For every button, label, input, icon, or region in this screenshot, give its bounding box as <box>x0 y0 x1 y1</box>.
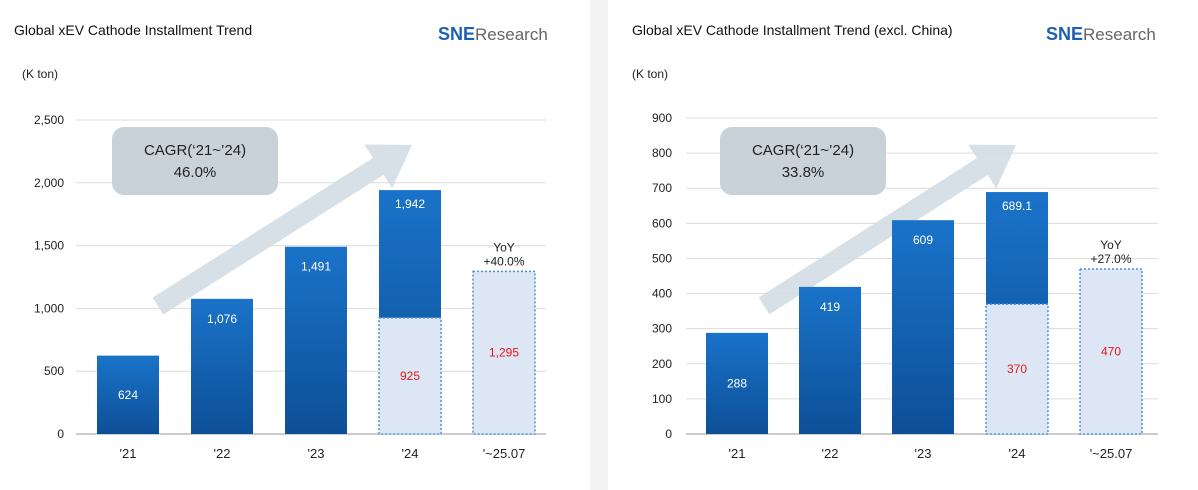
y-tick-label: 900 <box>652 111 672 125</box>
bar-value-label: 1,076 <box>207 312 237 326</box>
bar-partial <box>378 317 442 435</box>
cagr-label: CAGR(‘21~’24) <box>144 142 246 159</box>
sne-research-logo: SNEResearch <box>438 24 548 44</box>
cagr-arrow <box>152 144 413 315</box>
bar-partial-label: 925 <box>400 369 420 383</box>
y-tick-label: 0 <box>665 427 672 441</box>
yoy-value: +40.0% <box>483 254 524 268</box>
y-tick-label: 2,000 <box>34 176 64 190</box>
x-tick-label: '22 <box>214 446 231 461</box>
bar-value-label: 609 <box>913 233 933 247</box>
bar <box>706 332 768 434</box>
y-axis-unit: (K ton) <box>632 67 669 81</box>
x-tick-label: '23 <box>915 446 932 461</box>
yoy-label: YoY <box>1100 238 1122 252</box>
sne-research-logo: SNEResearch <box>1046 24 1156 44</box>
bar <box>97 355 159 434</box>
y-tick-label: 200 <box>652 357 672 371</box>
x-tick-label: '21 <box>120 446 137 461</box>
bar-partial <box>985 303 1049 435</box>
bar-value-label: 419 <box>820 300 840 314</box>
y-tick-label: 2,500 <box>34 113 64 127</box>
chart-title: Global xEV Cathode Installment Trend <box>14 22 253 38</box>
bar-value-label: 288 <box>727 376 747 390</box>
y-tick-label: 1,500 <box>34 239 64 253</box>
x-tick-label: '23 <box>308 446 325 461</box>
chart-panel-excl-china: Global xEV Cathode Installment Trend (ex… <box>608 0 1198 490</box>
chart-title: Global xEV Cathode Installment Trend (ex… <box>632 22 953 38</box>
x-tick-label: '24 <box>1009 446 1026 461</box>
y-tick-label: 1,000 <box>34 301 64 315</box>
bar-value-label: 1,295 <box>489 346 519 360</box>
bar <box>285 246 347 434</box>
cagr-box <box>112 127 278 195</box>
bar-projected <box>472 270 536 435</box>
bar <box>191 298 253 434</box>
y-axis-unit: (K ton) <box>22 67 59 81</box>
y-tick-label: 700 <box>652 181 672 195</box>
yoy-value: +27.0% <box>1090 252 1131 266</box>
y-tick-label: 0 <box>57 427 64 441</box>
y-tick-label: 300 <box>652 322 672 336</box>
y-tick-label: 600 <box>652 216 672 230</box>
y-tick-label: 800 <box>652 146 672 160</box>
bar-value-label: 1,942 <box>395 197 425 211</box>
x-tick-label: '21 <box>729 446 746 461</box>
chart-svg: 0 500 1,000 1,500 2,000 2,500 CAGR(‘21~’24) 46.… <box>34 113 546 461</box>
x-tick-label: '22 <box>822 446 839 461</box>
y-tick-label: 500 <box>44 364 64 378</box>
x-tick-label: '~25.07 <box>483 446 526 461</box>
bar-value-label: 470 <box>1101 344 1121 358</box>
yoy-label: YoY <box>493 240 515 254</box>
cagr-arrow <box>758 144 1016 315</box>
y-tick-label: 100 <box>652 392 672 406</box>
bar <box>892 220 954 434</box>
bar-partial-label: 370 <box>1007 362 1027 376</box>
bar-value-label: 624 <box>118 388 138 402</box>
y-tick-label: 400 <box>652 287 672 301</box>
chart-panel-global: Global xEV Cathode Installment Trend SNE… <box>0 0 590 490</box>
cagr-box <box>720 127 886 195</box>
bar-value-label: 689.1 <box>1002 199 1032 213</box>
x-tick-label: '24 <box>402 446 419 461</box>
cagr-label: CAGR(‘21~’24) <box>752 142 854 159</box>
chart-svg: 0 100 200 300 400 500 600 700 800 900 CAGR(‘21~’24… <box>652 111 1158 461</box>
x-tick-label: '~25.07 <box>1090 446 1133 461</box>
y-tick-label: 500 <box>652 251 672 265</box>
bar-projected <box>1079 268 1143 435</box>
cagr-value: 46.0% <box>174 164 217 181</box>
cagr-value: 33.8% <box>782 164 825 181</box>
bar-value-label: 1,491 <box>301 260 331 274</box>
bar <box>799 286 861 434</box>
